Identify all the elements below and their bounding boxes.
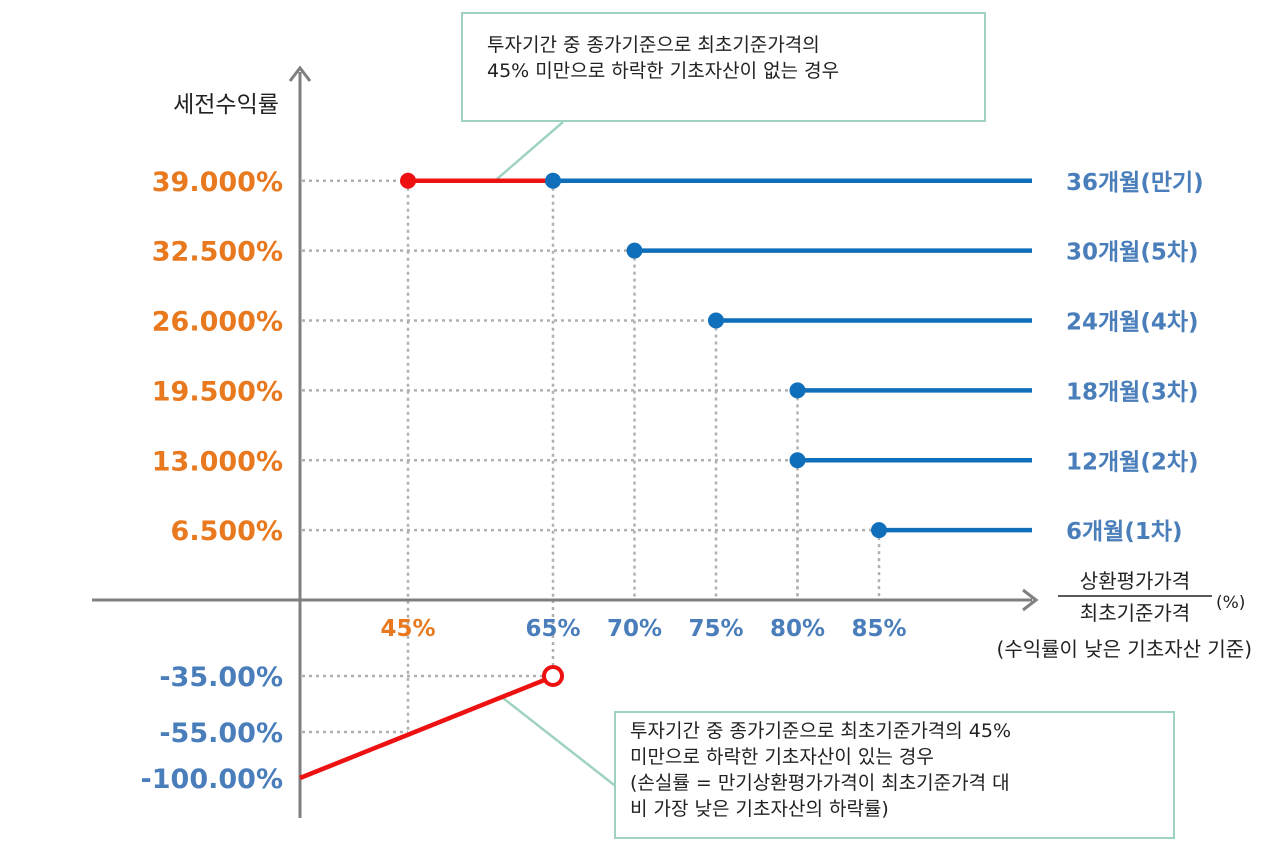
loss-line (299, 676, 548, 781)
x-tick-65: 65% (525, 616, 580, 642)
y-label-6-500: 6.500% (171, 516, 283, 547)
callout-no-knock-in: 투자기간 중 종가기준으로 최초기준가격의 45% 미만으로 하락한 기초자산이… (461, 12, 986, 122)
callout-knock-in-line4: 비 가장 낮은 기초자산의 하락률) (630, 798, 889, 820)
y-axis-arrow (288, 65, 312, 82)
y-label-19-500: 19.500% (152, 376, 283, 407)
series-point-18-3 (789, 382, 806, 399)
y-label-35-00: -35.00% (159, 662, 283, 693)
callout-knock-in-line1: 투자기간 중 종가기준으로 최초기준가격의 45% (630, 720, 1012, 742)
x-tick-85: 85% (851, 616, 906, 642)
callout-top-connector (496, 121, 564, 180)
x-tick-45: 45% (380, 616, 435, 642)
series-lines (299, 178, 1032, 781)
x-label-numerator: 상환평가가격 (1080, 569, 1190, 593)
y-label-39-000: 39.000% (152, 167, 283, 198)
x-label-unit: (%) (1216, 593, 1245, 613)
y-label-26-000: 26.000% (152, 307, 283, 338)
series-label-24-4: 24개월(4차) (1066, 310, 1199, 336)
x-label-denominator: 최초기준가격 (1080, 601, 1190, 625)
x-tick-75: 75% (688, 616, 743, 642)
y-axis-title: 세전수익률 (173, 92, 279, 118)
axes (92, 65, 1039, 818)
callout-no-knock-in-line2: 45% 미만으로 하락한 기초자산이 없는 경우 (487, 60, 840, 82)
y-label-32-500: 32.500% (152, 237, 283, 268)
series-label-18-3: 18개월(3차) (1066, 379, 1199, 405)
series-label-6-1: 6개월(1차) (1066, 519, 1183, 545)
chart-labels: 세전수익률 39.000% 32.500% 26.000% 19.500% 13.000%… (141, 92, 1252, 795)
series-label-12-2: 12개월(2차) (1066, 449, 1199, 475)
callout-bottom-connector (502, 697, 619, 789)
x-tick-80: 80% (770, 616, 825, 642)
series-label-30-5: 30개월(5차) (1066, 240, 1199, 266)
series-point-30-5 (626, 242, 643, 259)
series-point-12-2 (789, 452, 806, 469)
callout-knock-in: 투자기간 중 종가기준으로 최초기준가격의 45% 미만으로 하락한 기초자산이… (614, 711, 1175, 839)
red-point-45 (400, 172, 416, 189)
callout-no-knock-in-line1: 투자기간 중 종가기준으로 최초기준가격의 (487, 34, 820, 56)
x-axis-arrow (1022, 588, 1039, 612)
series-label-36: 36개월(만기) (1066, 170, 1204, 196)
loss-open-point (542, 665, 564, 687)
y-label-13-000: 13.000% (152, 446, 283, 477)
series-point-24-4 (708, 312, 724, 329)
x-label-note: (수익률이 낮은 기초자산 기준) (997, 637, 1252, 661)
series-point-36 (545, 172, 561, 189)
callout-knock-in-line3: (손실률 = 만기상환평가가격이 최초기준가격 대 (630, 772, 1010, 794)
callout-knock-in-line2: 미만으로 하락한 기초자산이 있는 경우 (630, 746, 934, 768)
y-label-55-00: -55.00% (159, 718, 283, 749)
y-label-100-00: -100.00% (141, 764, 283, 795)
x-tick-70: 70% (607, 616, 662, 642)
series-point-6-1 (871, 522, 887, 539)
series-points (400, 172, 887, 687)
guide-lines (302, 179, 881, 734)
